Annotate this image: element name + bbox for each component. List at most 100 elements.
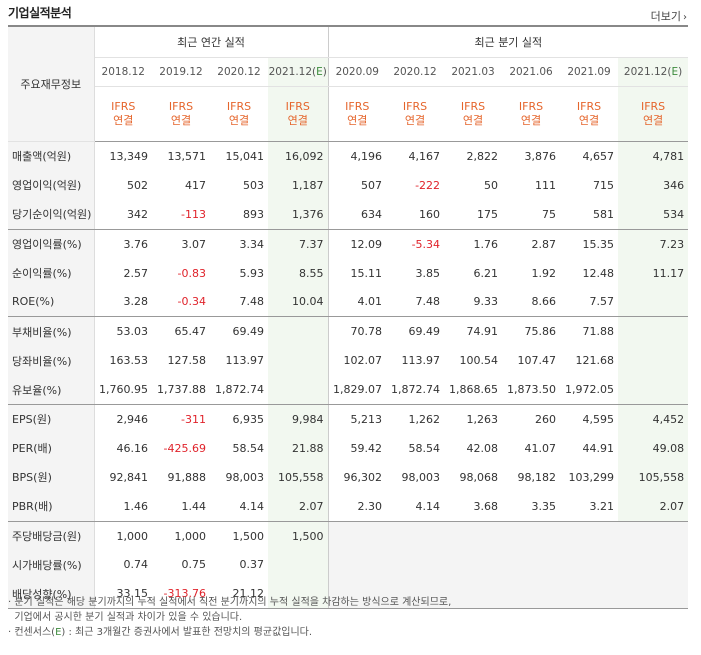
table-cell: 2.87	[531, 237, 557, 251]
table-cell: 75.86	[524, 325, 557, 339]
table-cell: 98,003	[401, 470, 441, 484]
table-cell: 3.68	[444, 491, 503, 522]
table-cell: 121.68	[575, 354, 615, 368]
table-cell: 74.91	[466, 325, 499, 339]
consolidated-label: 연결	[113, 114, 134, 127]
table-cell	[268, 579, 329, 610]
table-cell: -113	[152, 199, 210, 230]
ifrs-label: IFRS	[518, 100, 544, 113]
ifrs-label: IFRS	[168, 100, 194, 113]
table-cell: 69.49	[232, 325, 265, 339]
table-cell: 1,500	[232, 529, 265, 543]
table-cell: 10.04	[268, 287, 329, 318]
row-label: 당기순이익(억원)	[8, 199, 95, 230]
ifrs-label: IFRS	[460, 100, 486, 113]
table-cell	[444, 550, 503, 580]
table-row: 순이익률(%) 2.57 -0.83 5.93 8.55 15.11 3.85 6.21 1.9…	[8, 258, 689, 288]
footnote-1: · 분기 실적은 해당 분기까지의 누적 실적에서 직전 분기까지의 누적 실적…	[8, 597, 452, 608]
estimate-marker: E	[316, 66, 323, 78]
table-cell: 2.07	[618, 491, 689, 522]
consolidated-label: 연결	[520, 114, 542, 127]
period-header: 2021.12(E)	[618, 57, 689, 87]
table-cell	[444, 579, 503, 610]
table-cell: 2.07	[268, 491, 329, 522]
table-cell: 342	[94, 199, 152, 230]
table-cell: 1.44	[152, 491, 210, 522]
table-row: PER(배) 46.16 -425.69 58.54 21.88 59.42 58.54 42…	[8, 433, 689, 463]
row-label: BPS(원)	[8, 462, 95, 492]
table-cell	[560, 579, 619, 610]
more-link[interactable]: 더보기 ›	[651, 8, 687, 24]
table-cell: 1,500	[268, 521, 329, 551]
table-cell	[618, 316, 689, 347]
table-cell: 70.78	[327, 316, 387, 347]
ifrs-label: IFRS	[402, 100, 428, 113]
table-row: 매출액(억원) 13,349 13,571 15,041 16,092 4,196 4,16…	[8, 141, 689, 171]
table-cell: 69.49	[408, 325, 441, 339]
consolidated-label: 연결	[404, 114, 426, 127]
table-cell: 15.35	[582, 237, 615, 251]
row-label: 당좌비율(%)	[8, 346, 95, 376]
table-cell	[327, 579, 387, 610]
ifrs-label: IFRS	[640, 100, 666, 113]
table-cell: -313.76	[152, 579, 210, 610]
table-cell: 6.21	[473, 266, 499, 280]
table-cell	[618, 375, 689, 406]
financial-table: 주요재무정보 최근 연간 실적 최근 분기 실적 2018.12 2019.12 2…	[8, 25, 689, 610]
table-cell: 1.76	[473, 237, 499, 251]
table-cell: 4,196	[327, 141, 387, 171]
table-cell	[618, 550, 689, 580]
table-cell: 3.85	[415, 266, 441, 280]
table-cell: 1,872.74	[386, 375, 445, 406]
table-cell: 21.12	[210, 579, 268, 610]
table-cell: 8.55	[268, 258, 329, 288]
ifrs-header: IFRS 연결	[268, 86, 329, 142]
table-row: EPS(원) 2,946 -311 6,935 9,984 5,213 1,262 1,263…	[8, 404, 689, 434]
consolidated-label: 연결	[170, 114, 192, 127]
table-cell: 417	[185, 178, 206, 192]
ifrs-header: IFRS 연결	[386, 86, 445, 142]
table-cell: -5.34	[411, 237, 441, 251]
table-cell: 715	[593, 178, 615, 192]
period-header: 2021.06	[502, 57, 561, 87]
ifrs-header: IFRS 연결	[327, 86, 387, 142]
ifrs-label: IFRS	[111, 100, 136, 113]
table-cell: 3.76	[123, 237, 149, 251]
table-cell	[618, 287, 689, 318]
table-cell	[502, 579, 561, 610]
period-header: 2021.03	[444, 57, 503, 87]
table-cell: -311	[181, 412, 206, 426]
row-label: 매출액(억원)	[8, 141, 95, 171]
table-cell: 5.93	[239, 266, 265, 280]
table-row: 영업이익(억원) 502 417 503 1,187 507 -222 50 111 715 346	[8, 170, 689, 200]
row-label: 순이익률(%)	[8, 258, 95, 288]
table-cell: 75	[502, 199, 561, 230]
table-cell: 107.47	[517, 354, 557, 368]
more-label: 더보기	[650, 10, 681, 23]
table-cell	[444, 521, 503, 551]
table-cell	[560, 521, 619, 551]
table-row: 당좌비율(%) 163.53 127.58 113.97 102.07 113.97 100…	[8, 346, 689, 376]
ifrs-header: IFRS 연결	[94, 86, 152, 142]
table-cell: 33.15	[94, 579, 152, 610]
table-cell: 50	[484, 178, 499, 192]
table-cell: 49.08	[618, 433, 689, 463]
table-cell: 0.75	[181, 558, 207, 572]
table-cell: 105,558	[268, 462, 329, 492]
table-cell: 4,167	[408, 149, 441, 163]
label-column-header: 주요재무정보	[8, 26, 95, 142]
table-cell	[268, 346, 329, 376]
table-cell: 102.07	[327, 346, 387, 376]
table-cell: 7.48	[210, 287, 268, 318]
table-cell: 41.07	[524, 441, 557, 455]
table-cell: 346	[618, 170, 689, 200]
ifrs-header: IFRS 연결	[618, 86, 689, 142]
table-cell: 1,872.74	[210, 375, 268, 406]
table-cell: 2,822	[466, 149, 499, 163]
table-cell	[386, 521, 445, 551]
table-cell: 113.97	[225, 354, 265, 368]
table-cell: 3.34	[239, 237, 265, 251]
row-label: 배당성향(%)	[8, 579, 95, 610]
table-cell: 1,829.07	[327, 375, 387, 406]
table-cell: 3.07	[181, 237, 207, 251]
